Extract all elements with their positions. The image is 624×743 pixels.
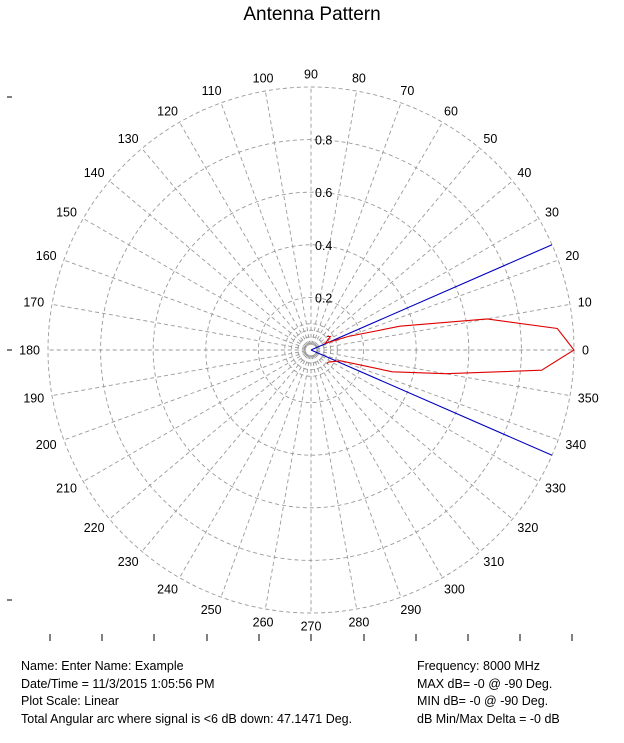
radial-tick-labels: 0.2 0.4 0.6 0.8 [315,134,332,306]
angle-tick-label: 150 [56,206,77,220]
angle-tick-label: 280 [348,615,369,629]
angle-tick-label: 20 [565,249,579,263]
grid-spoke [51,303,306,350]
info-frequency: Frequency: 8000 MHz [417,659,540,673]
grid-spoke [63,259,307,349]
angle-tick-label: 140 [84,166,105,180]
angle-tick-labels: 0 10 20 30 40 50 60 70 80 90 100 110 120 130 140 150 160… [19,68,599,634]
grid-spoke [312,102,402,346]
angle-tick-label: 270 [301,620,322,634]
grid-spoke [141,148,308,347]
info-max-db: MAX dB= -0 @ -90 Deg. [417,676,553,691]
angle-tick-label: 200 [36,438,57,452]
angle-tick-label: 70 [400,84,414,98]
grid-spoke [63,351,307,441]
grid-spoke [311,355,358,610]
angle-tick-label: 340 [565,438,586,452]
angle-tick-label: 80 [352,72,366,86]
grid-spoke [141,353,308,552]
angle-tick-label: 350 [578,391,599,405]
grid-ring [257,296,365,404]
chart-title: Antenna Pattern [243,4,381,25]
grid-spoke [314,180,513,347]
angle-tick-label: 90 [304,68,318,82]
grid-spoke [313,122,443,346]
angle-tick-label: 190 [23,391,44,405]
grid-spoke [316,303,571,350]
beamwidth-lines [310,244,553,456]
angle-tick-label: 210 [56,482,77,496]
angle-tick-label: 220 [84,521,105,535]
angle-tick-label: 320 [517,521,538,535]
angle-tick-label: 180 [19,344,40,358]
angle-tick-label: 40 [517,166,531,180]
axis-tick-marks [7,96,573,641]
beamwidth-line [310,244,553,351]
grid-spoke [264,355,311,610]
grid-spoke [315,259,559,349]
radial-tick-label: 0.4 [315,239,332,253]
grid-spoke [315,352,539,482]
angle-tick-label: 160 [36,249,57,263]
angle-tick-label: 310 [483,555,504,569]
info-left-panel: Name: Enter Name: Example Date/Time = 11… [21,658,352,728]
polar-grid [47,86,575,614]
info-right-panel: Frequency: 8000 MHz MAX dB= -0 @ -90 Deg… [417,658,560,728]
angle-tick-label: 240 [157,583,178,597]
grid-spoke [109,353,308,520]
grid-spoke [315,351,559,441]
angle-tick-label: 60 [444,104,458,118]
grid-spoke [220,102,310,346]
grid-spoke [179,122,309,346]
grid-spoke [311,90,358,345]
angle-tick-label: 110 [202,84,222,98]
grid-spoke [314,148,481,347]
grid-spoke [313,354,443,578]
info-datetime: Date/Time = 11/3/2015 1:05:56 PM [21,676,215,691]
info-plot-scale: Plot Scale: Linear [21,694,119,708]
angle-tick-label: 120 [157,104,178,118]
grid-spoke [179,354,309,578]
angle-tick-label: 300 [444,583,465,597]
angle-tick-label: 330 [545,482,566,496]
grid-spoke [51,350,306,397]
grid-spoke [83,352,307,482]
angle-tick-label: 290 [400,603,421,617]
info-delta: dB Min/Max Delta = -0 dB [417,711,560,726]
grid-ring [152,191,470,509]
radial-tick-label: 0.8 [315,134,332,148]
pattern-line [323,318,575,375]
grid-spoke [314,353,513,520]
radial-tick-label: 0.6 [315,186,332,200]
angle-tick-label: 230 [118,555,139,569]
angle-tick-label: 250 [201,603,222,617]
grid-spoke [83,218,307,348]
beamwidth-line [310,349,553,456]
angle-tick-label: 130 [118,132,139,146]
grid-spoke [314,353,481,552]
angle-tick-label: 170 [23,296,44,310]
angle-tick-label: 260 [253,615,274,629]
grid-spoke [264,90,311,345]
pattern-series [323,318,575,375]
grid-spoke [220,354,310,598]
angle-tick-label: 30 [545,206,559,220]
angle-tick-label: 50 [483,132,497,146]
radial-tick-label: 0.2 [315,291,332,305]
grid-spoke [315,218,539,348]
angle-tick-label: 10 [578,296,592,310]
info-arc: Total Angular arc where signal is <6 dB … [21,711,353,726]
grid-spoke [312,354,402,598]
info-min-db: MIN dB= -0 @ -90 Deg. [417,694,549,708]
angle-tick-label: 100 [253,72,274,86]
angle-tick-label: 0 [582,344,589,358]
info-name: Name: Enter Name: Example [21,659,184,673]
grid-spoke [109,180,308,347]
